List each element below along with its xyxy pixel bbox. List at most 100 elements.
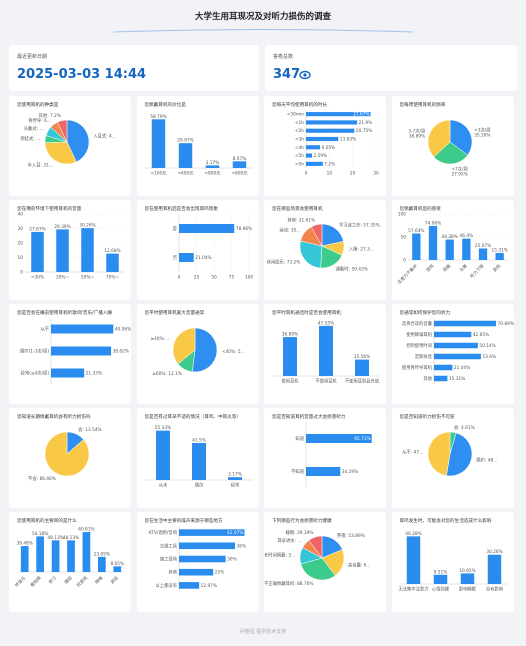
value-label: 12.97% [200,583,216,589]
value-label: 21.33% [86,371,102,377]
value-label: 30.26% [79,223,95,229]
chart-title: 下列哪些行为会损害听力健康 [272,519,332,524]
bar [51,540,60,572]
bar [98,556,106,572]
y-tick-label: 是 [172,226,177,232]
slice-value: 36.89% [408,134,424,140]
bar [411,233,420,260]
bar [433,353,481,360]
chart: 58.79% <100元 29.97% <400元 3.17% <800元 8.07% >80… [144,114,253,177]
chart-title: 您平时使用耳机最大音量通常 [144,311,205,316]
value-label: 3.17% [228,472,242,478]
chart: 36.89% 使用耳机 47.55% 不使用耳机 15.56% 不使用耳机且外放 [272,320,380,385]
chart-title: 您佩戴耳机后的感受 [399,207,441,212]
y-tick-label: 从不 [40,327,49,333]
chart: 49.28% 无法集中注意力 9.51% 心情烦躁 10.95% 影响睡眠 30.26% 没有… [398,531,508,593]
pie-slice [44,141,77,165]
chart-title: 您在哪些场景会使用耳机 [272,207,323,212]
eye-icon[interactable] [299,70,311,80]
y-tick-label: 50 [400,235,406,241]
slice-label: 骨传导: 6... [28,117,51,124]
slice-label: 入耳式: 4... [93,133,116,140]
value-label: 25.07% [474,243,490,249]
bar [306,120,358,125]
slice-label: 偶尔: 48... [476,457,497,464]
value-label: 60.81% [78,527,94,533]
chart-card: 您使用耳机的种类是 入耳式: 4... 半入耳: 31... 颈挂式: ... 头戴式:… [9,96,131,196]
bar [478,248,487,260]
x-tick-label: 看视频 [29,574,44,589]
y-tick-label: 使用骨传导耳机 [401,364,432,371]
slice-label: 不会: 86.46% [28,475,56,482]
count-label: 答卷总数 [273,54,294,60]
count-value: 347 [273,67,301,82]
y-tick-label: 偶尔(1-3次/周) [20,348,49,355]
y-tick-label: <3h [295,137,304,143]
slice-label: 头戴式: ... [24,125,44,132]
bar [178,568,213,576]
bar [113,566,122,572]
bar [51,346,112,356]
chart: <40%: 5... ≥60%: 12.1% ≥40%: ... [150,327,244,377]
value-label: 23.05% [94,551,110,557]
value-label: 29.97% [177,138,193,144]
chart-title: 您每天平均使用耳机的时长 [272,103,328,108]
chart-card: 您是否会在睡前使用耳机听歌/听音乐/广播入睡 从不 40.06% 偶尔(1-3次/周)… [9,304,131,404]
bar [433,342,478,349]
chart-card: 您佩戴耳机的价位是 58.79% <100元 29.97% <400元 3.17% <800… [136,96,259,196]
x-tick-label: 使用耳机 [281,378,299,385]
slice-label: 会: 4.61% [453,424,474,431]
value-label: 49.28% [405,531,421,537]
update-card: 最近更新日期 2025-03-03 14:44 [9,45,259,91]
x-tick-label: 其他 [491,262,503,274]
y-tick-label: <5h [295,153,304,159]
bar [433,320,496,327]
value-label: 74.06% [424,220,440,226]
bar [433,331,471,338]
bar [51,324,114,334]
bar [487,554,501,584]
chart-title: 您是否知道听力损伤不可逆 [399,415,455,420]
chart: 39.48% 听音乐 54.18% 看视频 48.13% 学习 48.13% 通话 60.81%… [13,527,125,589]
update-label: 最近更新日期 [17,54,48,60]
chart-title: 您知道长期佩戴耳机会有听力损伤吗 [17,415,91,420]
x-tick-label: <400元 [177,171,194,177]
x-tick-label: 25 [193,275,199,281]
slice-label: 学习或工作: 57.35% [339,222,380,229]
x-tick-label: >800元 [231,171,248,177]
slice-label: <3次/周 [474,126,490,133]
x-tick-label: 100 [244,275,252,281]
value-label: 15.31% [491,247,507,253]
bar [319,325,333,376]
value-label: 13.83% [340,137,356,143]
value-label: 40.06% [115,327,131,333]
y-tick-label: 20 [18,241,24,247]
x-tick-label: 30 [373,171,379,177]
value-label: 50.14% [479,343,495,349]
bar [20,546,29,572]
bar [495,252,504,260]
value-label: 39.48% [17,541,33,547]
x-tick-label: 听音乐 [13,574,28,589]
slice-label: 高音量: 6... [348,562,371,569]
slice-label: 会: 13.54% [78,426,102,433]
x-tick-label: 耳痛 [441,262,453,274]
bar [227,477,242,480]
value-label: 21.04% [195,255,211,261]
bar [433,364,452,371]
bar [306,434,372,443]
y-tick-label: <4h [295,145,304,151]
y-tick-label: 知道 [295,435,304,442]
chart-card: 您平时使用耳机最大音量通常 <40%: 5... ≥60%: 12.1% ≥40%: … [136,304,259,404]
chart-title: 您通常如何保护您的听力 [399,311,451,316]
pie-slice [299,240,323,269]
value-label: 42.65% [472,332,488,338]
chart-title: 您在嘈杂环境下使用耳机的音量 [17,207,82,212]
value-label: 6.05% [322,145,336,151]
chart-title: 您使用耳机的种类是 [17,103,59,108]
value-label: 8.07% [232,156,246,162]
chart-title: 您是否有过耳朵不适的情况（耳鸣、中耳炎等） [144,415,241,420]
bar [306,467,341,476]
value-label: 48.13% [63,535,79,541]
y-tick-label: 0 [20,270,23,276]
